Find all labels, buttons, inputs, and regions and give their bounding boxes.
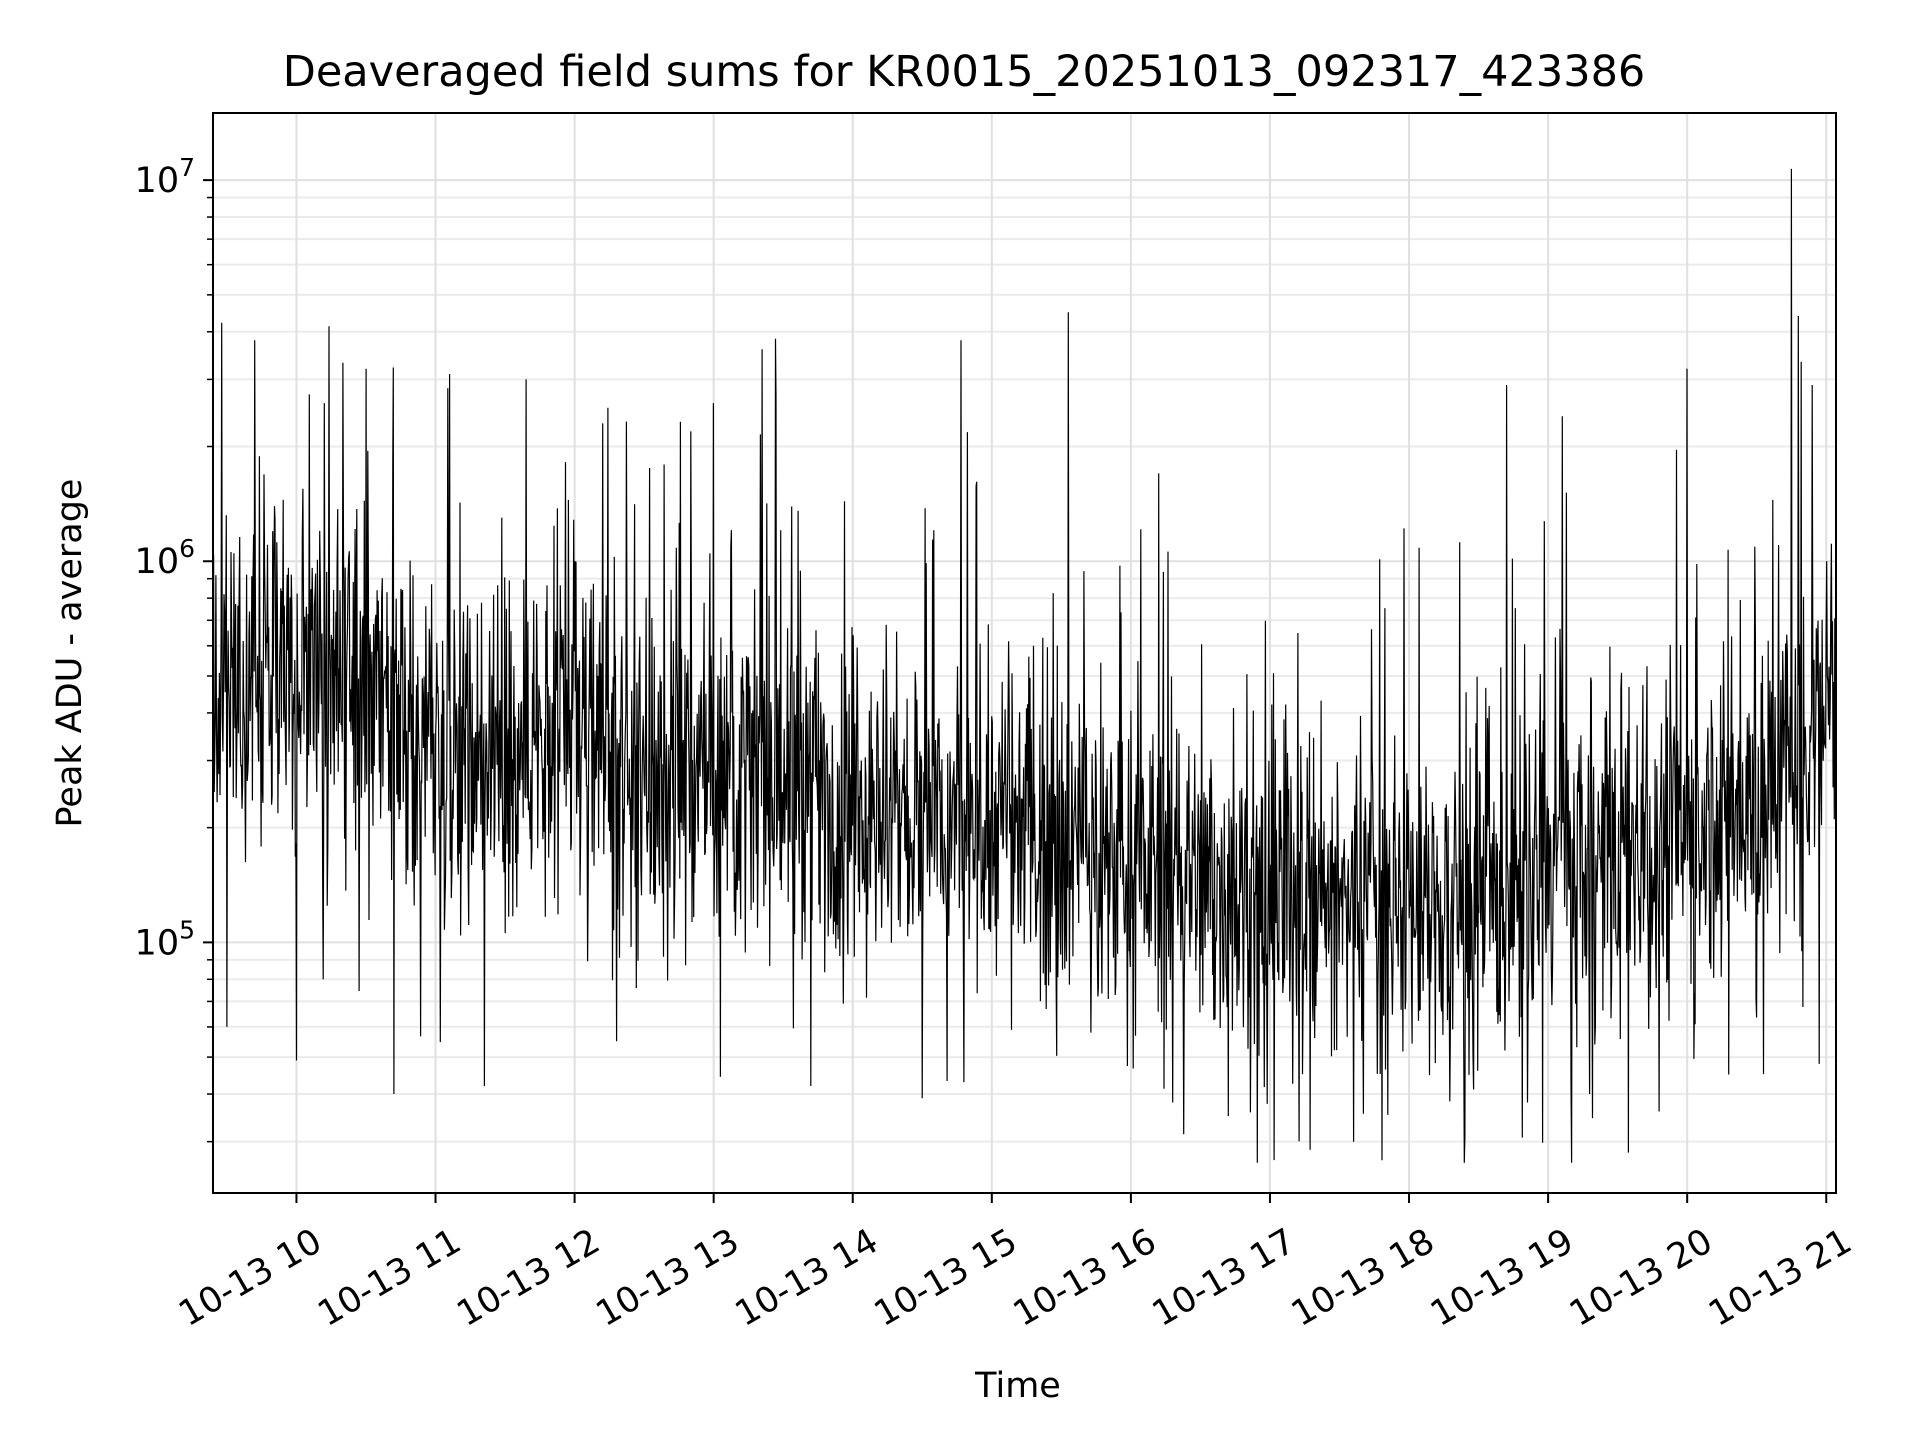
data-series	[212, 168, 1837, 1163]
y-axis-label: Peak ADU - average	[50, 479, 90, 828]
x-tick-label: 10-13 10	[172, 1221, 328, 1334]
x-tick-label: 10-13 18	[1285, 1221, 1441, 1334]
y-tick-label: 105	[135, 915, 195, 963]
x-tick-label: 10-13 20	[1563, 1221, 1719, 1334]
x-tick-label: 10-13 19	[1424, 1221, 1580, 1334]
series-line	[212, 168, 1837, 1163]
x-tick-label: 10-13 15	[868, 1221, 1024, 1334]
chart-title: Deaveraged field sums for KR0015_2025101…	[283, 47, 1646, 97]
y-axis-ticks: 105 106 107	[135, 153, 213, 1143]
plot-frame	[212, 112, 1837, 1194]
x-tick-label: 10-13 11	[311, 1221, 467, 1334]
y-tick-label: 107	[135, 153, 195, 201]
grid-minor	[213, 196, 1836, 1143]
x-tick-label: 10-13 13	[590, 1221, 746, 1334]
x-tick-label: 10-13 14	[729, 1221, 885, 1334]
x-axis-label: Time	[974, 1366, 1061, 1406]
x-tick-label: 10-13 12	[451, 1221, 607, 1334]
x-tick-label: 10-13 21	[1702, 1221, 1858, 1334]
y-tick-label: 106	[135, 534, 195, 582]
x-tick-label: 10-13 17	[1146, 1221, 1302, 1334]
x-tick-label: 10-13 16	[1007, 1221, 1163, 1334]
